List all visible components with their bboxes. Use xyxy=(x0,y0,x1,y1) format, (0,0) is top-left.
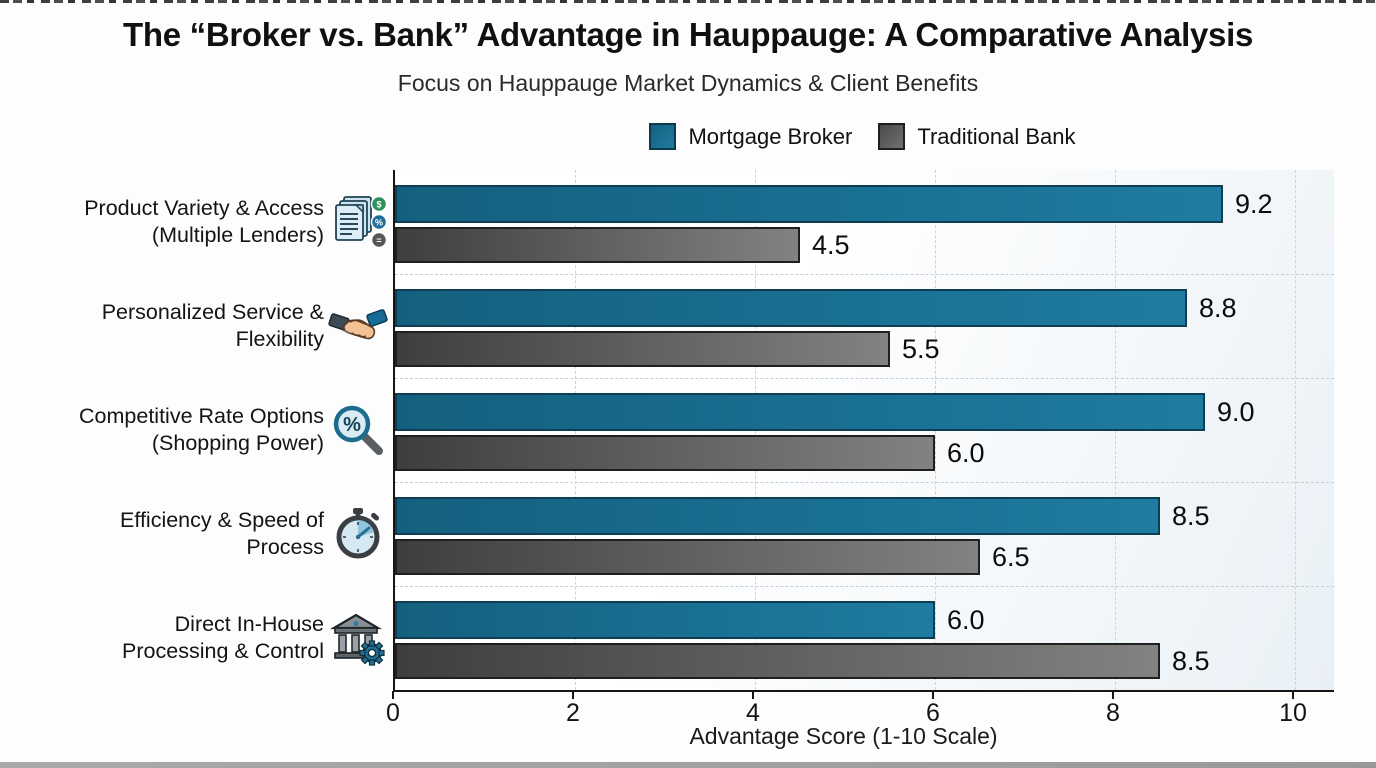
broker-bar xyxy=(395,185,1223,223)
category-line: (Multiple Lenders) xyxy=(151,223,324,247)
tick-label: 0 xyxy=(386,699,400,727)
tick-label: 4 xyxy=(746,699,760,727)
category-line: Product Variety & Access xyxy=(84,196,324,220)
bank-bar xyxy=(395,643,1160,679)
category-line: Process xyxy=(246,535,324,559)
category-line: (Shopping Power) xyxy=(151,431,324,455)
category-text: Product Variety & Access (Multiple Lende… xyxy=(0,195,324,249)
legend-label: Mortgage Broker xyxy=(688,123,853,149)
tick-label: 2 xyxy=(566,699,580,727)
gridline-horizontal xyxy=(395,586,1334,587)
bottom-edge-band xyxy=(0,762,1376,768)
category-text: Competitive Rate Options (Shopping Power… xyxy=(0,403,324,457)
tick-label: 8 xyxy=(1106,699,1120,727)
category-line: Direct In-House xyxy=(174,612,324,636)
broker-bar xyxy=(395,601,935,639)
bank-gear-icon xyxy=(324,608,392,668)
svg-text:$: $ xyxy=(376,200,381,210)
category-label-efficiency-speed: Efficiency & Speed of Process xyxy=(0,482,392,586)
svg-text:=: = xyxy=(376,236,381,246)
category-line: Efficiency & Speed of xyxy=(120,508,324,532)
gridline-horizontal xyxy=(395,274,1334,275)
category-text: Direct In-House Processing & Control xyxy=(0,611,324,665)
bar-value-label: 4.5 xyxy=(812,229,850,260)
tick-mark xyxy=(1292,691,1294,699)
bank-bar xyxy=(395,539,980,575)
tick-mark xyxy=(572,691,574,699)
bar-value-label: 9.0 xyxy=(1217,396,1255,427)
bar-value-label: 6.5 xyxy=(992,541,1030,572)
category-label-product-variety: Product Variety & Access (Multiple Lende… xyxy=(0,170,392,274)
gridline-horizontal xyxy=(395,482,1334,483)
bar-value-label: 8.5 xyxy=(1172,645,1210,676)
category-label-inhouse-processing: Direct In-House Processing & Control xyxy=(0,586,392,690)
bar-group-efficiency-speed: 8.5 6.5 xyxy=(395,482,1334,586)
tick-mark xyxy=(1112,691,1114,699)
svg-text:%: % xyxy=(343,414,361,436)
category-line: Processing & Control xyxy=(122,639,324,663)
category-text: Efficiency & Speed of Process xyxy=(0,507,324,561)
handshake-icon xyxy=(324,296,392,356)
bar-value-label: 6.0 xyxy=(947,604,985,635)
tick-label: 6 xyxy=(926,699,940,727)
legend-label: Traditional Bank xyxy=(917,123,1076,149)
legend-item-traditional-bank: Traditional Bank xyxy=(878,123,1076,150)
bar-value-label: 8.8 xyxy=(1199,292,1237,323)
cropped-text-artifact xyxy=(0,0,1376,3)
category-label-competitive-rates: Competitive Rate Options (Shopping Power… xyxy=(0,378,392,482)
gridline-horizontal xyxy=(395,378,1334,379)
x-axis-label: Advantage Score (1-10 Scale) xyxy=(689,723,998,749)
svg-text:%: % xyxy=(375,218,383,228)
tick-label: 10 xyxy=(1279,699,1307,727)
tick-mark xyxy=(392,691,394,699)
tick-mark xyxy=(752,691,754,699)
magnifier-percent-icon: % xyxy=(324,400,392,460)
bank-bar xyxy=(395,435,935,471)
bar-value-label: 6.0 xyxy=(947,437,985,468)
broker-bar xyxy=(395,289,1187,327)
bank-legend-swatch xyxy=(878,123,906,150)
bar-group-inhouse-processing: 6.0 8.5 xyxy=(395,586,1334,690)
gridline-vertical xyxy=(1295,170,1296,690)
bar-value-label: 8.5 xyxy=(1172,500,1210,531)
documents-icon: $ % = xyxy=(324,192,392,252)
bar-group-product-variety: 9.2 4.5 xyxy=(395,170,1334,274)
bank-bar xyxy=(395,227,800,263)
bar-group-personalized-service: 8.8 5.5 xyxy=(395,274,1334,378)
broker-bar xyxy=(395,393,1205,431)
tick-mark xyxy=(932,691,934,699)
bank-bar xyxy=(395,331,890,367)
legend: Mortgage Broker Traditional Bank xyxy=(393,123,1332,150)
category-text: Personalized Service & Flexibility xyxy=(0,299,324,353)
bar-value-label: 5.5 xyxy=(902,333,940,364)
stopwatch-icon xyxy=(324,504,392,564)
category-line: Competitive Rate Options xyxy=(79,404,324,428)
category-label-personalized-service: Personalized Service & Flexibility xyxy=(0,274,392,378)
plot-area: 9.2 4.5 8.8 5.5 9.0 6.0 8.5 6.5 6.0 8.5 xyxy=(393,170,1334,692)
category-line: Flexibility xyxy=(235,327,324,351)
x-axis: 0 2 4 6 8 10 xyxy=(386,690,1307,730)
bar-value-label: 9.2 xyxy=(1235,188,1273,219)
category-line: Personalized Service & xyxy=(101,300,324,324)
bar-group-competitive-rates: 9.0 6.0 xyxy=(395,378,1334,482)
legend-item-mortgage-broker: Mortgage Broker xyxy=(649,123,852,150)
broker-legend-swatch xyxy=(649,123,677,150)
chart-subtitle: Focus on Hauppauge Market Dynamics & Cli… xyxy=(397,70,979,96)
chart-title: The “Broker vs. Bank” Advantage in Haupp… xyxy=(122,16,1253,53)
broker-bar xyxy=(395,497,1160,535)
